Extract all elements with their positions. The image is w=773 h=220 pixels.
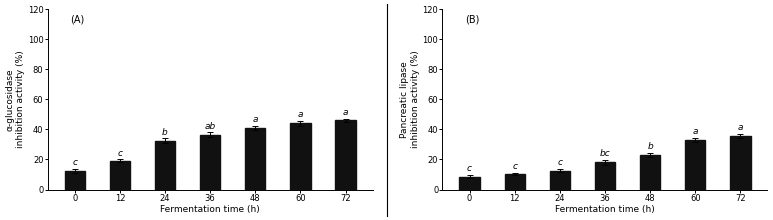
X-axis label: Fermentation time (h): Fermentation time (h)	[160, 205, 260, 214]
Text: ab: ab	[205, 122, 216, 130]
Bar	[730, 136, 751, 189]
Bar	[65, 171, 85, 189]
X-axis label: Fermentation time (h): Fermentation time (h)	[555, 205, 655, 214]
Bar	[290, 123, 311, 189]
Text: a: a	[342, 108, 349, 117]
Bar	[110, 161, 130, 189]
Text: c: c	[512, 162, 517, 171]
Text: (B): (B)	[465, 15, 479, 24]
Y-axis label: Pancreatic lipase
inhibition activity (%): Pancreatic lipase inhibition activity (%…	[400, 50, 420, 148]
Bar	[155, 141, 175, 189]
Text: c: c	[117, 149, 122, 158]
Text: a: a	[253, 115, 258, 124]
Bar	[505, 174, 525, 189]
Text: b: b	[647, 142, 653, 151]
Bar	[685, 140, 706, 189]
Bar	[245, 128, 265, 189]
Text: c: c	[467, 164, 472, 173]
Bar	[594, 162, 615, 189]
Bar	[335, 120, 356, 189]
Bar	[550, 171, 570, 189]
Text: (A): (A)	[70, 15, 85, 24]
Bar	[200, 135, 220, 189]
Text: c: c	[557, 158, 562, 167]
Text: bc: bc	[600, 149, 611, 158]
Text: c: c	[72, 158, 77, 167]
Y-axis label: α-glucosidase
inhibition activity (%): α-glucosidase inhibition activity (%)	[5, 50, 25, 148]
Text: a: a	[693, 127, 698, 136]
Bar	[459, 177, 480, 189]
Text: b: b	[162, 128, 168, 137]
Bar	[640, 155, 660, 189]
Text: a: a	[737, 123, 743, 132]
Text: a: a	[298, 110, 303, 119]
